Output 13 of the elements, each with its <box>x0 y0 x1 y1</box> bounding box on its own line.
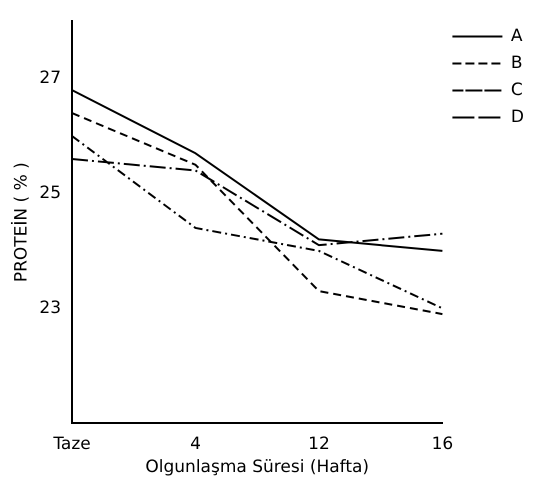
legend-label: B <box>510 52 523 73</box>
x-tick-label: 16 <box>432 434 454 454</box>
x-axis-title: Olgunlaşma Süresi (Hafta) <box>145 457 370 478</box>
y-tick-label: 23 <box>39 298 62 318</box>
y-tick-label: 25 <box>39 182 62 203</box>
legend-label: A <box>510 26 523 46</box>
y-axis-title: PROTEİN ( % ) <box>10 162 32 282</box>
x-tick-label: 4 <box>190 434 201 454</box>
legend-label: C <box>510 80 523 100</box>
x-tick-label: 12 <box>308 434 330 454</box>
legend-label: D <box>510 106 524 127</box>
y-tick-label: 27 <box>39 68 62 88</box>
x-tick-label: Taze <box>52 434 91 454</box>
